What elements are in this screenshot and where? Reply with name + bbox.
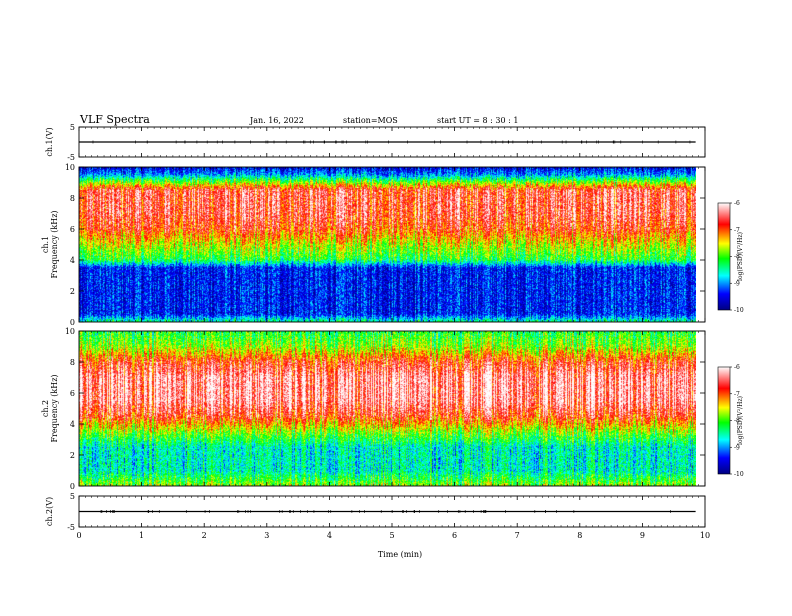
x-tick-label: 8 — [577, 531, 582, 540]
y-tick-label: 5 — [70, 123, 75, 132]
x-tick-label: 7 — [515, 531, 520, 540]
colorbar-tick-label: -9 — [734, 280, 740, 287]
y-tick-label: 2 — [70, 451, 75, 460]
x-tick-label: 5 — [389, 531, 394, 540]
ch2-spectrogram-ylabel: Frequency (kHz) — [50, 374, 59, 442]
ch1-spectrogram-ylabel: Frequency (kHz) — [50, 210, 59, 278]
x-tick-label: 6 — [452, 531, 457, 540]
y-tick-label: 4 — [70, 256, 75, 265]
panels-group: 5 -5 ch.1(V) -6 -7 -8 -9 -10 log(PSD)(V²/Hz) 0 2 4 6… — [41, 123, 744, 540]
y-tick-label: 6 — [70, 389, 75, 398]
x-tick-label: 0 — [76, 531, 81, 540]
x-tick-label: 9 — [640, 531, 645, 540]
ch2-waveform-ylabel: ch.2(V) — [45, 497, 54, 526]
y-tick-label: 10 — [65, 327, 75, 336]
y-tick-label: -5 — [67, 523, 75, 532]
y-tick-label: 5 — [70, 492, 75, 501]
y-tick-label: -5 — [67, 153, 75, 162]
y-tick-label: 0 — [70, 318, 75, 327]
y-tick-label: 10 — [65, 163, 75, 172]
ch1-spectrogram-colorbar — [717, 202, 731, 311]
figure-title: VLF Spectra — [79, 113, 150, 126]
start-time-label: start UT = 8 : 30 : 1 — [437, 116, 518, 125]
colorbar-tick-label: -6 — [734, 200, 740, 207]
colorbar-title: log(PSD)(V²/Hz) — [737, 396, 744, 445]
colorbar-tick-label: -7 — [734, 227, 740, 234]
station-label: station=MOS — [343, 116, 398, 125]
ch2-spectrogram-ylabel: ch.2 — [41, 400, 50, 417]
colorbar-tick-label: -6 — [734, 364, 740, 371]
x-tick-label: 1 — [139, 531, 144, 540]
y-tick-label: 8 — [70, 358, 75, 367]
colorbar-tick-label: -10 — [734, 471, 744, 478]
y-tick-label: 2 — [70, 287, 75, 296]
y-tick-label: 8 — [70, 194, 75, 203]
y-tick-label: 0 — [70, 482, 75, 491]
colorbar-tick-label: -10 — [734, 307, 744, 314]
y-tick-label: 6 — [70, 225, 75, 234]
x-tick-label: 2 — [202, 531, 207, 540]
x-tick-label: 4 — [327, 531, 332, 540]
colorbar-tick-label: -9 — [734, 444, 740, 451]
colorbar-tick-label: -8 — [734, 418, 740, 425]
ch1-waveform-ylabel: ch.1(V) — [45, 127, 54, 156]
y-tick-label: 4 — [70, 420, 75, 429]
ch1-spectrogram-image — [79, 167, 696, 322]
colorbar-tick-label: -7 — [734, 391, 740, 398]
colorbar-title: log(PSD)(V²/Hz) — [737, 232, 744, 281]
x-axis-title: Time (min) — [378, 550, 422, 559]
ch1-spectrogram-ylabel: ch.1 — [41, 236, 50, 253]
colorbar-tick-label: -8 — [734, 254, 740, 261]
x-tick-label: 10 — [700, 531, 710, 540]
ch2-spectrogram-colorbar — [717, 366, 731, 475]
date-label: Jan. 16, 2022 — [249, 116, 304, 125]
x-tick-label: 3 — [264, 531, 269, 540]
ch2-spectrogram-image — [79, 331, 696, 486]
